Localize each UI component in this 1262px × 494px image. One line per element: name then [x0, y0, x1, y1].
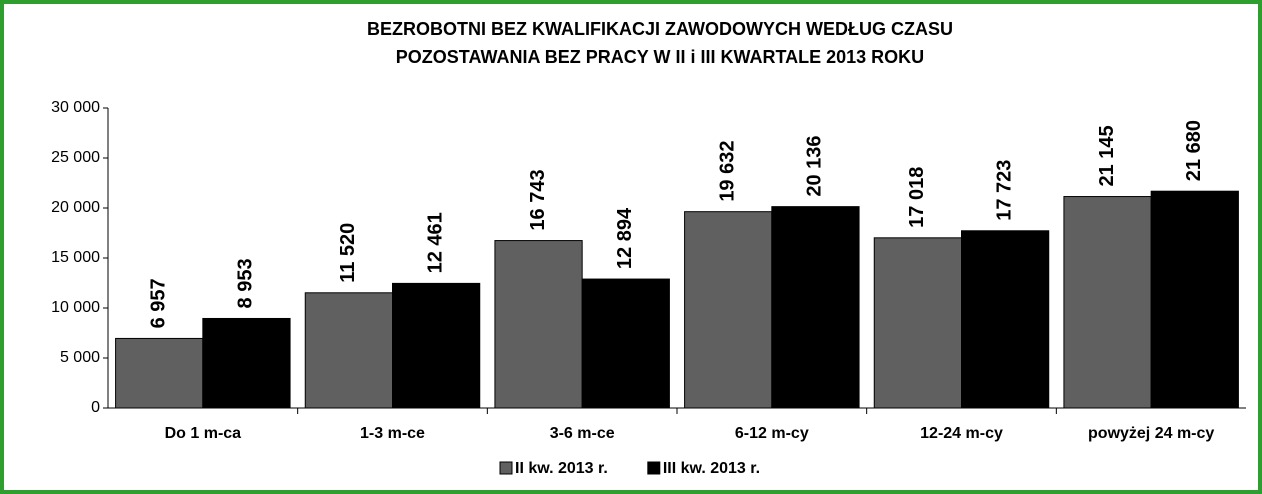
legend-label: III kw. 2013 r.	[663, 460, 760, 477]
value-label: 17 723	[993, 160, 1015, 221]
chart-title: BEZROBOTNI BEZ KWALIFIKACJI ZAWODOWYCH W…	[367, 19, 953, 39]
x-tick-label: 6-12 m-cy	[735, 425, 809, 442]
bar	[873, 237, 963, 409]
y-tick-label: 20 000	[51, 199, 100, 216]
x-tick-label: 12-24 m-cy	[920, 425, 1003, 442]
x-tick-label: powyżej 24 m-cy	[1088, 425, 1214, 442]
bar	[1063, 196, 1152, 409]
legend-swatch	[499, 461, 513, 475]
x-tick-label: Do 1 m-ca	[165, 425, 242, 442]
y-tick-label: 10 000	[51, 299, 100, 316]
y-tick-label: 5 000	[60, 349, 100, 366]
bar	[392, 282, 481, 409]
bar	[202, 317, 291, 409]
bar	[1150, 190, 1239, 409]
value-label: 20 136	[804, 135, 826, 196]
value-label: 21 680	[1183, 120, 1205, 181]
legend-swatch	[647, 461, 661, 475]
value-label: 11 520	[337, 223, 359, 283]
y-tick-label: 25 000	[51, 149, 100, 166]
value-label: 19 632	[716, 141, 738, 202]
bar	[494, 240, 583, 409]
y-tick-label: 15 000	[51, 249, 100, 266]
bar	[115, 337, 204, 409]
x-tick-label: 3-6 m-ce	[550, 425, 615, 442]
bar	[304, 292, 393, 409]
value-label: 17 018	[906, 167, 928, 228]
value-label: 12 894	[614, 207, 636, 269]
bar	[581, 278, 670, 409]
value-label: 6 957	[147, 278, 169, 328]
legend-label: II kw. 2013 r.	[515, 460, 608, 477]
value-label: 12 461	[424, 212, 446, 273]
value-label: 21 145	[1096, 125, 1118, 186]
bar	[771, 206, 860, 409]
value-label: 16 743	[527, 169, 549, 230]
value-label: 8 953	[235, 258, 257, 308]
y-tick-label: 30 000	[51, 99, 100, 116]
bar	[684, 211, 773, 409]
chart-title: POZOSTAWANIA BEZ PRACY W II i III KWARTA…	[396, 47, 924, 67]
bar	[961, 230, 1050, 409]
x-tick-label: 1-3 m-ce	[360, 425, 425, 442]
y-tick-label: 0	[91, 399, 100, 416]
